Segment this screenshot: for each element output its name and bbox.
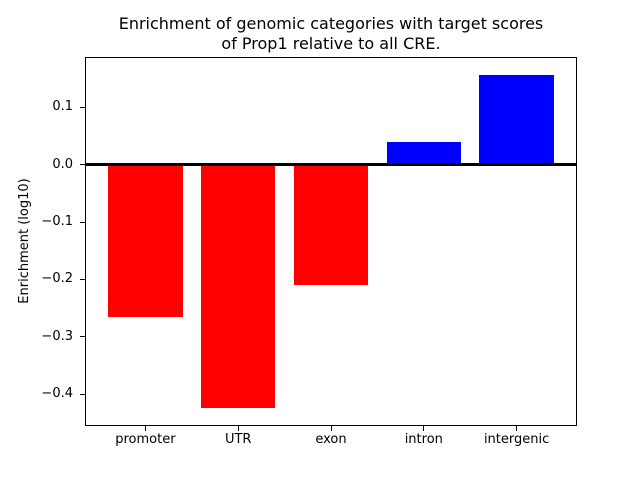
x-tick-mark [423, 426, 425, 431]
y-tick-label: −0.2 [41, 271, 73, 287]
y-tick-mark [80, 164, 85, 166]
bar-intron [386, 141, 461, 165]
x-tick-label-intron: intron [404, 432, 443, 447]
y-tick-label: 0.0 [52, 156, 73, 172]
y-tick-mark [80, 278, 85, 280]
x-tick-mark [144, 426, 146, 431]
y-tick-label: −0.3 [41, 328, 73, 344]
bar-UTR [201, 164, 276, 409]
y-tick-mark [80, 336, 85, 338]
bar-promoter [108, 164, 183, 317]
y-tick-label: −0.4 [41, 386, 73, 402]
bar-intergenic [479, 74, 554, 165]
y-tick-label: −0.1 [41, 214, 73, 229]
x-tick-label-exon: exon [315, 432, 347, 447]
y-tick-label: 0.1 [52, 99, 73, 115]
x-tick-label-UTR: UTR [224, 432, 252, 447]
y-tick-mark [80, 221, 85, 223]
x-tick-mark [330, 426, 332, 431]
x-tick-label-promoter: promoter [115, 432, 176, 447]
zero-line [86, 163, 576, 167]
x-tick-label-intergenic: intergenic [483, 432, 550, 447]
y-tick-mark [80, 393, 85, 395]
plot-area [85, 57, 577, 426]
bar-exon [293, 164, 369, 285]
chart-title: Enrichment of genomic categories with ta… [118, 14, 544, 53]
x-tick-mark [237, 426, 239, 431]
x-tick-mark [516, 426, 518, 431]
y-tick-mark [80, 106, 85, 108]
